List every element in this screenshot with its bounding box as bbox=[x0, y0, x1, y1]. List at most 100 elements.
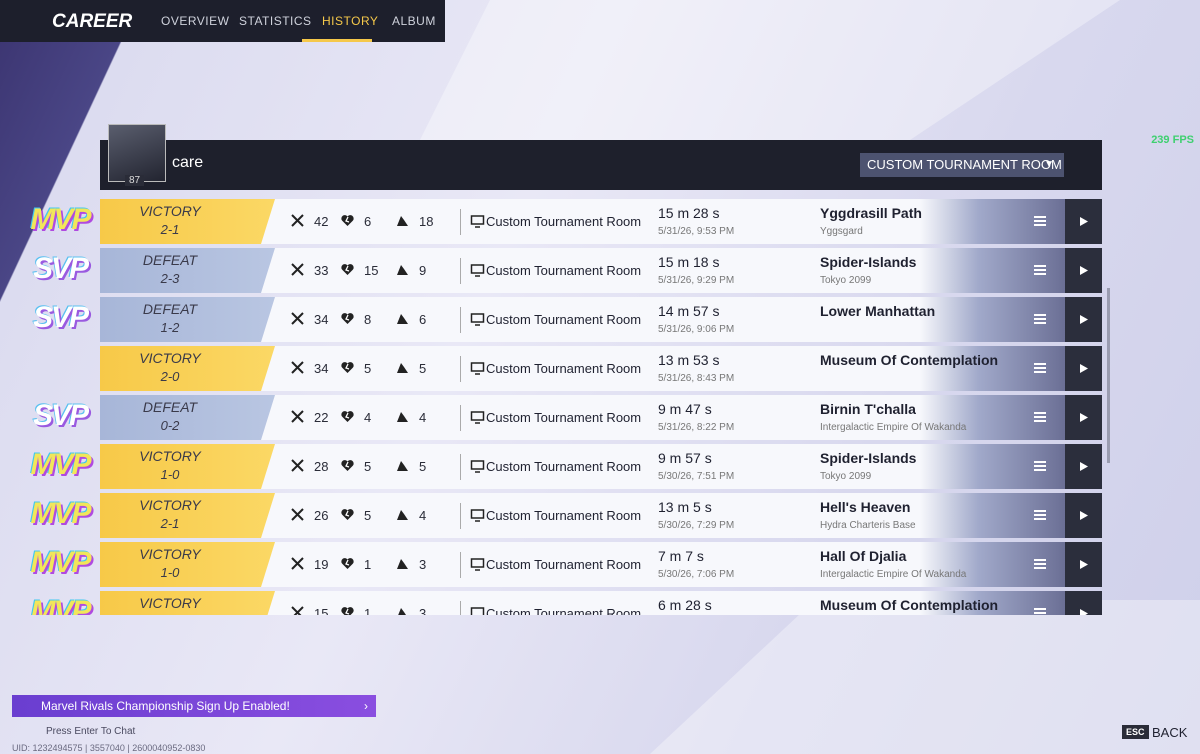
replay-button[interactable] bbox=[1065, 248, 1102, 293]
replay-button[interactable] bbox=[1065, 591, 1102, 615]
notice-text: Marvel Rivals Championship Sign Up Enabl… bbox=[41, 699, 290, 713]
result-block: DEFEAT 0-2 bbox=[100, 395, 275, 440]
map-region: Tokyo 2099 bbox=[820, 275, 872, 286]
date: 5/31/26, 9:06 PM bbox=[658, 324, 735, 335]
mode-icon bbox=[470, 557, 485, 572]
details-button[interactable] bbox=[1032, 214, 1048, 228]
match-row[interactable]: VICTORY 1-0 28 5 5 Custom Tournament Room 9 m … bbox=[100, 444, 1102, 489]
map-name: Museum Of Contemplation bbox=[820, 352, 999, 368]
deaths-icon bbox=[340, 507, 355, 522]
duration: 9 m 47 s bbox=[658, 401, 712, 417]
kills: 34 bbox=[314, 361, 329, 376]
badge: SVP bbox=[32, 301, 89, 334]
map-name: Hell's Heaven bbox=[820, 499, 911, 515]
deaths-icon bbox=[340, 311, 355, 326]
filter-label: CUSTOM TOURNAMENT ROOM bbox=[867, 157, 1062, 172]
mode-icon bbox=[470, 214, 485, 229]
date: 5/31/26, 8:43 PM bbox=[658, 373, 735, 384]
match-row[interactable]: VICTORY 2-1 42 6 18 Custom Tournament Room 15 … bbox=[100, 199, 1102, 244]
kills: 26 bbox=[314, 508, 329, 523]
replay-button[interactable] bbox=[1065, 346, 1102, 391]
kills: 19 bbox=[314, 557, 329, 572]
map-name: Yggdrasill Path bbox=[820, 205, 922, 221]
nav-title: CAREER bbox=[52, 11, 133, 32]
replay-button[interactable] bbox=[1065, 395, 1102, 440]
mode: Custom Tournament Room bbox=[486, 606, 642, 615]
mode: Custom Tournament Room bbox=[486, 312, 642, 327]
duration: 6 m 28 s bbox=[658, 597, 712, 613]
deaths-icon bbox=[340, 409, 355, 424]
match-row[interactable]: DEFEAT 2-3 33 15 9 Custom Tournament Room 15 m… bbox=[100, 248, 1102, 293]
match-row[interactable]: VICTORY 2-1 26 5 4 Custom Tournament Room 13 m… bbox=[100, 493, 1102, 538]
mode-icon bbox=[470, 361, 485, 376]
assists: 5 bbox=[419, 361, 427, 376]
match-row[interactable]: VICTORY 2-0 34 5 5 Custom Tournament Room 13 m… bbox=[100, 346, 1102, 391]
kills-icon bbox=[290, 360, 305, 375]
divider bbox=[460, 405, 461, 431]
replay-button[interactable] bbox=[1065, 199, 1102, 244]
match-list: VICTORY 2-1 42 6 18 Custom Tournament Room 15 … bbox=[0, 196, 1110, 615]
map-region: Yggsgard bbox=[820, 226, 863, 237]
date: 5/30/26, 7:51 PM bbox=[658, 471, 735, 482]
kills-icon bbox=[290, 213, 305, 228]
scrollbar[interactable] bbox=[1107, 288, 1110, 463]
result: VICTORY bbox=[139, 203, 201, 219]
details-button[interactable] bbox=[1032, 606, 1048, 615]
tab[interactable]: HISTORY bbox=[322, 14, 379, 28]
tab[interactable]: STATISTICS bbox=[239, 14, 312, 28]
deaths-icon bbox=[340, 458, 355, 473]
fps-counter: 239 FPS bbox=[1151, 134, 1194, 146]
badge: MVP bbox=[30, 546, 91, 579]
match-row[interactable]: VICTORY 1-0 19 1 3 Custom Tournament Room 7 m … bbox=[100, 542, 1102, 587]
match-row[interactable]: VICTORY 15 1 3 Custom Tournament Room 6 m 28 … bbox=[100, 591, 1102, 615]
details-button[interactable] bbox=[1032, 557, 1048, 571]
filter-dropdown[interactable]: CUSTOM TOURNAMENT ROOM ▼ bbox=[860, 153, 1064, 177]
duration: 13 m 5 s bbox=[658, 499, 712, 515]
avatar[interactable] bbox=[108, 124, 166, 182]
divider bbox=[460, 503, 461, 529]
assists: 3 bbox=[419, 606, 427, 615]
result-block: VICTORY 2-1 bbox=[100, 199, 275, 244]
match-row[interactable]: DEFEAT 1-2 34 8 6 Custom Tournament Room 14 m … bbox=[100, 297, 1102, 342]
chat-hint[interactable]: Press Enter To Chat bbox=[46, 726, 136, 737]
badge: MVP bbox=[30, 497, 91, 530]
match-row[interactable]: DEFEAT 0-2 22 4 4 Custom Tournament Room 9 m 4… bbox=[100, 395, 1102, 440]
replay-button[interactable] bbox=[1065, 297, 1102, 342]
assists: 5 bbox=[419, 459, 427, 474]
kills: 34 bbox=[314, 312, 329, 327]
kills: 15 bbox=[314, 606, 329, 615]
divider bbox=[460, 356, 461, 382]
tab[interactable]: ALBUM bbox=[392, 14, 436, 28]
divider bbox=[460, 454, 461, 480]
divider bbox=[460, 601, 461, 615]
assists-icon bbox=[395, 213, 410, 228]
details-button[interactable] bbox=[1032, 263, 1048, 277]
replay-button[interactable] bbox=[1065, 542, 1102, 587]
notice-banner[interactable]: Marvel Rivals Championship Sign Up Enabl… bbox=[12, 695, 376, 717]
date: 5/30/26, 7:06 PM bbox=[658, 569, 735, 580]
map-name: Lower Manhattan bbox=[820, 303, 936, 319]
replay-button[interactable] bbox=[1065, 444, 1102, 489]
mode-icon bbox=[470, 508, 485, 523]
deaths: 5 bbox=[364, 361, 372, 376]
assists: 4 bbox=[419, 508, 427, 523]
tab[interactable]: OVERVIEW bbox=[161, 14, 230, 28]
map-name: Birnin T'challa bbox=[820, 401, 916, 417]
details-button[interactable] bbox=[1032, 508, 1048, 522]
replay-button[interactable] bbox=[1065, 493, 1102, 538]
result-block: VICTORY 1-0 bbox=[100, 542, 275, 587]
result: DEFEAT bbox=[142, 301, 198, 317]
mode-icon bbox=[470, 312, 485, 327]
result: VICTORY bbox=[139, 595, 201, 611]
deaths: 8 bbox=[364, 312, 372, 327]
back-button[interactable]: BACK bbox=[1152, 725, 1188, 740]
result-block: VICTORY 2-1 bbox=[100, 493, 275, 538]
details-button[interactable] bbox=[1032, 361, 1048, 375]
details-button[interactable] bbox=[1032, 312, 1048, 326]
kills: 28 bbox=[314, 459, 329, 474]
details-button[interactable] bbox=[1032, 410, 1048, 424]
details-button[interactable] bbox=[1032, 459, 1048, 473]
map-region: Hydra Charteris Base bbox=[820, 520, 916, 531]
divider bbox=[460, 552, 461, 578]
result: VICTORY bbox=[139, 448, 201, 464]
